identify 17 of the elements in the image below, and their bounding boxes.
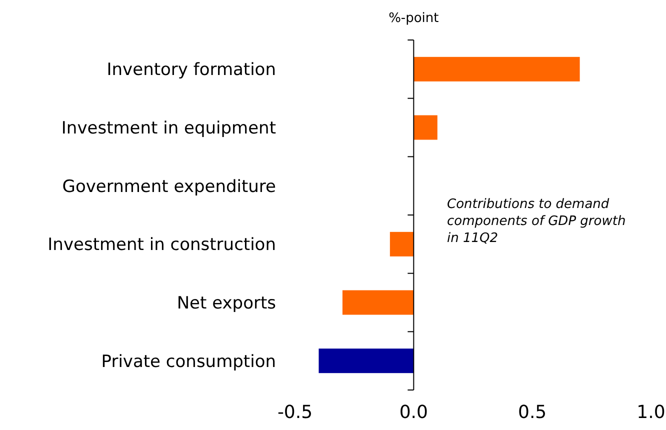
y-tick-label: Government expenditure: [62, 176, 276, 197]
y-tick-label: Investment in equipment: [61, 118, 276, 138]
bar: [318, 348, 414, 374]
y-tick-label: Private consumption: [101, 352, 276, 372]
y-tick-label: Inventory formation: [106, 60, 276, 80]
y-tick-label: Net exports: [176, 293, 276, 314]
x-tick-label: 0.5: [518, 402, 547, 423]
x-tick-label: 1.0: [636, 402, 666, 423]
bar: [390, 232, 414, 256]
bar: [414, 56, 580, 82]
x-tick-label: -0.5: [277, 402, 313, 423]
x-axis-title: %-point: [388, 11, 439, 26]
bar: [342, 290, 414, 315]
bar: [414, 115, 438, 140]
annotation: Contributions to demand components of GDP growth in 11Q2: [447, 197, 626, 246]
y-tick-label: Investment in construction: [48, 235, 276, 256]
x-tick-label: 0.0: [399, 402, 428, 423]
